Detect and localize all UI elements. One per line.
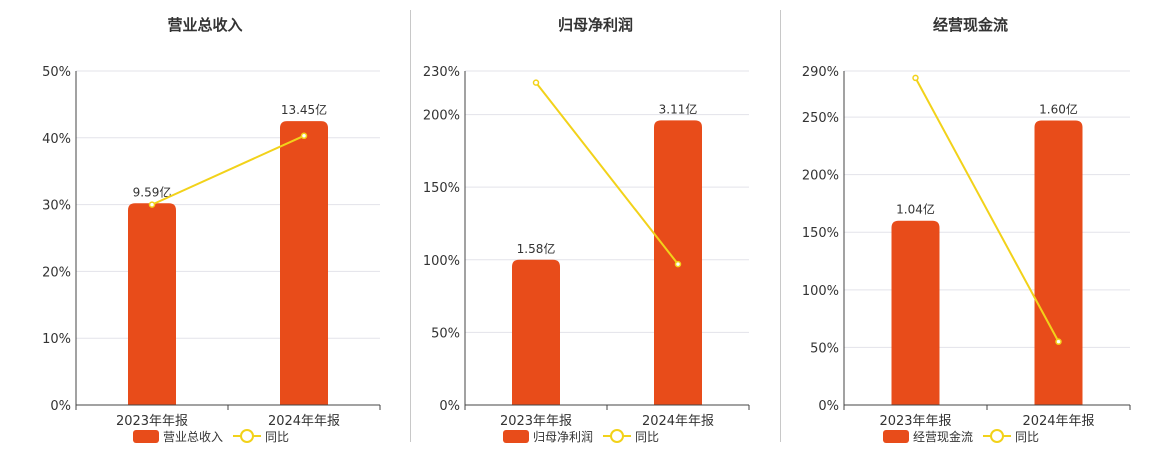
- x-tick-label: 2023年年报: [500, 414, 572, 429]
- legend-line-label: 同比: [1015, 429, 1040, 444]
- legend-bar-label: 经营现金流: [913, 429, 974, 444]
- x-tick-label: 2023年年报: [879, 414, 951, 429]
- net-profit-chart: 0% 50% 100% 150% 200% 230% 1.58亿 3.11亿 2023年年报 20…: [423, 65, 750, 429]
- x-tick-label: 2023年年报: [116, 414, 188, 429]
- x-tick-label: 2024年年报: [1022, 414, 1094, 429]
- y-tick-label: 0%: [818, 399, 839, 414]
- yoy-line: [535, 82, 679, 265]
- bar: [128, 203, 176, 405]
- bar-value-label: 9.59亿: [133, 184, 172, 199]
- y-tick-label: 50%: [42, 65, 71, 80]
- chart-title: 经营现金流: [932, 16, 1008, 34]
- legend-line-swatch: [233, 429, 262, 443]
- y-tick-label: 30%: [42, 199, 71, 214]
- y-tick-label: 20%: [42, 265, 71, 280]
- chart-panel-net-profit: 归母净利润 0% 50% 100% 150% 200% 230% 1.58亿 3.11亿 202…: [411, 0, 780, 450]
- panel-divider: [410, 10, 411, 442]
- revenue-chart: 0% 10% 20% 30% 40% 50% 9.59亿 13.45亿 2023年年报 2024年…: [42, 65, 381, 429]
- y-tick-label: 50%: [431, 326, 460, 341]
- yoy-point: [532, 79, 540, 86]
- legend: 经营现金流 同比: [883, 427, 1039, 445]
- yoy-point: [674, 260, 682, 268]
- y-tick-label: 150%: [802, 226, 839, 241]
- bar-value-label: 1.60亿: [1039, 102, 1078, 117]
- y-tick-label: 50%: [810, 341, 839, 356]
- bar: [280, 121, 328, 405]
- chart-panel-operating-cash-flow: 经营现金流 0% 50% 100% 150% 200% 250% 290% 1.04亿 1.60…: [781, 0, 1160, 450]
- legend-bar-label: 归母净利润: [533, 429, 594, 444]
- legend-line-label: 同比: [635, 429, 660, 444]
- yoy-point: [148, 201, 156, 208]
- bar-value-label: 1.58亿: [517, 241, 556, 256]
- bar: [512, 259, 560, 405]
- panel-divider: [780, 10, 781, 442]
- chart-panel-revenue: 营业总收入 0% 10% 20% 30% 40% 50% 9.59亿 13.45亿 2023年年…: [0, 0, 410, 450]
- y-tick-label: 10%: [42, 332, 71, 347]
- cash-flow-chart: 0% 50% 100% 150% 200% 250% 290% 1.04亿 1.60亿 2023年…: [802, 65, 1131, 429]
- x-tick-label: 2024年年报: [642, 414, 714, 429]
- legend-bar-swatch: [503, 429, 529, 443]
- bar-value-label: 3.11亿: [659, 101, 698, 116]
- y-tick-label: 0%: [50, 399, 71, 414]
- yoy-line: [151, 134, 305, 206]
- legend: 营业总收入 同比: [133, 427, 289, 445]
- yoy-line: [914, 77, 1060, 343]
- yoy-point: [300, 132, 308, 140]
- y-tick-label: 200%: [802, 169, 839, 184]
- y-tick-label: 290%: [802, 65, 839, 80]
- yoy-point: [912, 74, 919, 82]
- y-tick-label: 0%: [439, 399, 460, 414]
- legend: 归母净利润 同比: [503, 427, 659, 445]
- bar-value-label: 13.45亿: [281, 102, 327, 117]
- chart-title: 营业总收入: [167, 16, 243, 34]
- legend-bar-label: 营业总收入: [163, 429, 224, 444]
- y-tick-label: 250%: [802, 111, 839, 126]
- legend-line-swatch: [603, 429, 632, 443]
- legend-line-label: 同比: [265, 429, 290, 444]
- x-tick-label: 2024年年报: [268, 414, 340, 429]
- y-tick-label: 200%: [423, 109, 460, 124]
- yoy-point: [1055, 338, 1062, 345]
- bar: [891, 220, 940, 405]
- y-tick-label: 40%: [42, 132, 71, 147]
- y-tick-label: 100%: [423, 254, 460, 269]
- legend-bar-swatch: [883, 429, 909, 443]
- y-tick-label: 230%: [423, 65, 460, 80]
- legend-bar-swatch: [133, 429, 159, 443]
- bar-value-label: 1.04亿: [896, 202, 935, 217]
- y-tick-label: 150%: [423, 181, 460, 196]
- legend-line-swatch: [983, 429, 1012, 443]
- y-tick-label: 100%: [802, 284, 839, 299]
- chart-title: 归母净利润: [557, 16, 633, 34]
- bar: [1034, 120, 1083, 405]
